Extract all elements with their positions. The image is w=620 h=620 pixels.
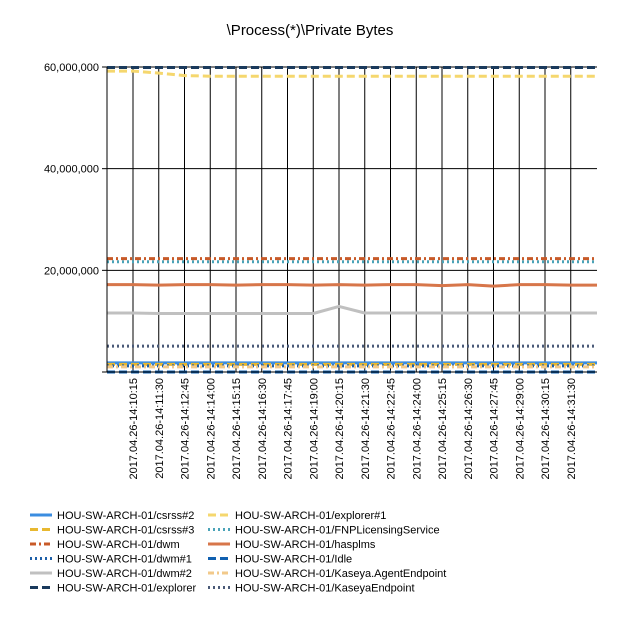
x-tick-label: 2017.04.26-14:19:00 (308, 378, 320, 480)
grid-lines (107, 66, 597, 372)
y-tick-labels: 60,000,000 40,000,000 20,000,000 (44, 62, 99, 277)
legend-item: HOU-SW-ARCH-01/csrss#3 (30, 525, 194, 537)
legend: HOU-SW-ARCH-01/csrss#2 HOU-SW-ARCH-01/exp… (30, 510, 446, 595)
y-tick-label: 60,000,000 (44, 62, 99, 74)
legend-label: HOU-SW-ARCH-01/dwm#2 (57, 568, 192, 580)
chart-title: \Process(*)\Private Bytes (227, 22, 394, 39)
legend-label: HOU-SW-ARCH-01/dwm (57, 539, 180, 551)
legend-label: HOU-SW-ARCH-01/Kaseya.AgentEndpoint (235, 568, 446, 580)
y-tick-label: 40,000,000 (44, 164, 99, 176)
x-tick-label: 2017.04.26-14:14:00 (205, 378, 217, 480)
x-tick-labels: 2017.04.26-14:10:15 2017.04.26-14:11:30 20… (128, 378, 578, 480)
legend-item: HOU-SW-ARCH-01/dwm (30, 539, 180, 551)
x-tick-label: 2017.04.26-14:30:15 (540, 378, 552, 480)
legend-label: HOU-SW-ARCH-01/FNPLicensingService (235, 525, 440, 537)
x-tick-label: 2017.04.26-14:11:30 (154, 378, 166, 479)
x-tick-label: 2017.04.26-14:16:30 (257, 378, 269, 480)
series-line-hou-sw-arch-01-dwm-2 (107, 304, 597, 315)
legend-label: HOU-SW-ARCH-01/Idle (235, 554, 352, 566)
y-tick-label: 20,000,000 (44, 265, 99, 277)
legend-item: HOU-SW-ARCH-01/Idle (208, 554, 352, 566)
x-tick-label: 2017.04.26-14:17:45 (283, 378, 295, 480)
legend-label: HOU-SW-ARCH-01/explorer#1 (235, 510, 386, 522)
x-tick-label: 2017.04.26-14:24:00 (411, 378, 423, 480)
legend-item: HOU-SW-ARCH-01/csrss#2 (30, 510, 194, 522)
x-tick-label: 2017.04.26-14:25:15 (437, 378, 449, 480)
x-tick-label: 2017.04.26-14:26:30 (463, 378, 475, 480)
x-tick-label: 2017.04.26-14:12:45 (180, 378, 192, 480)
legend-label: HOU-SW-ARCH-01/explorer (57, 583, 196, 595)
series-line-hou-sw-arch-01-explorer-1 (107, 69, 597, 78)
x-tick-label: 2017.04.26-14:22:45 (386, 378, 398, 480)
x-tick-label: 2017.04.26-14:10:15 (128, 378, 140, 480)
legend-label: HOU-SW-ARCH-01/csrss#3 (57, 525, 194, 537)
axes (102, 66, 597, 373)
legend-label: HOU-SW-ARCH-01/dwm#1 (57, 554, 192, 566)
x-tick-label: 2017.04.26-14:27:45 (489, 378, 501, 480)
legend-item: HOU-SW-ARCH-01/dwm#2 (30, 568, 192, 580)
x-tick-label: 2017.04.26-14:20:15 (334, 378, 346, 480)
legend-item: HOU-SW-ARCH-01/explorer#1 (208, 510, 386, 522)
legend-item: HOU-SW-ARCH-01/Kaseya.AgentEndpoint (208, 568, 446, 580)
legend-item: HOU-SW-ARCH-01/KaseyaEndpoint (208, 583, 415, 595)
legend-item: HOU-SW-ARCH-01/explorer (30, 583, 196, 595)
legend-label: HOU-SW-ARCH-01/KaseyaEndpoint (235, 583, 415, 595)
x-tick-label: 2017.04.26-14:29:00 (514, 378, 526, 480)
series-line-hou-sw-arch-01-hasplms (107, 283, 597, 288)
legend-label: HOU-SW-ARCH-01/hasplms (235, 539, 376, 551)
x-tick-label: 2017.04.26-14:15:15 (231, 378, 243, 480)
legend-item: HOU-SW-ARCH-01/dwm#1 (30, 554, 192, 566)
legend-label: HOU-SW-ARCH-01/csrss#2 (57, 510, 194, 522)
legend-item: HOU-SW-ARCH-01/hasplms (208, 539, 376, 551)
x-tick-label: 2017.04.26-14:21:30 (360, 378, 372, 480)
series-lines (107, 66, 597, 374)
x-tick-label: 2017.04.26-14:31:30 (566, 378, 578, 480)
legend-item: HOU-SW-ARCH-01/FNPLicensingService (208, 525, 440, 537)
